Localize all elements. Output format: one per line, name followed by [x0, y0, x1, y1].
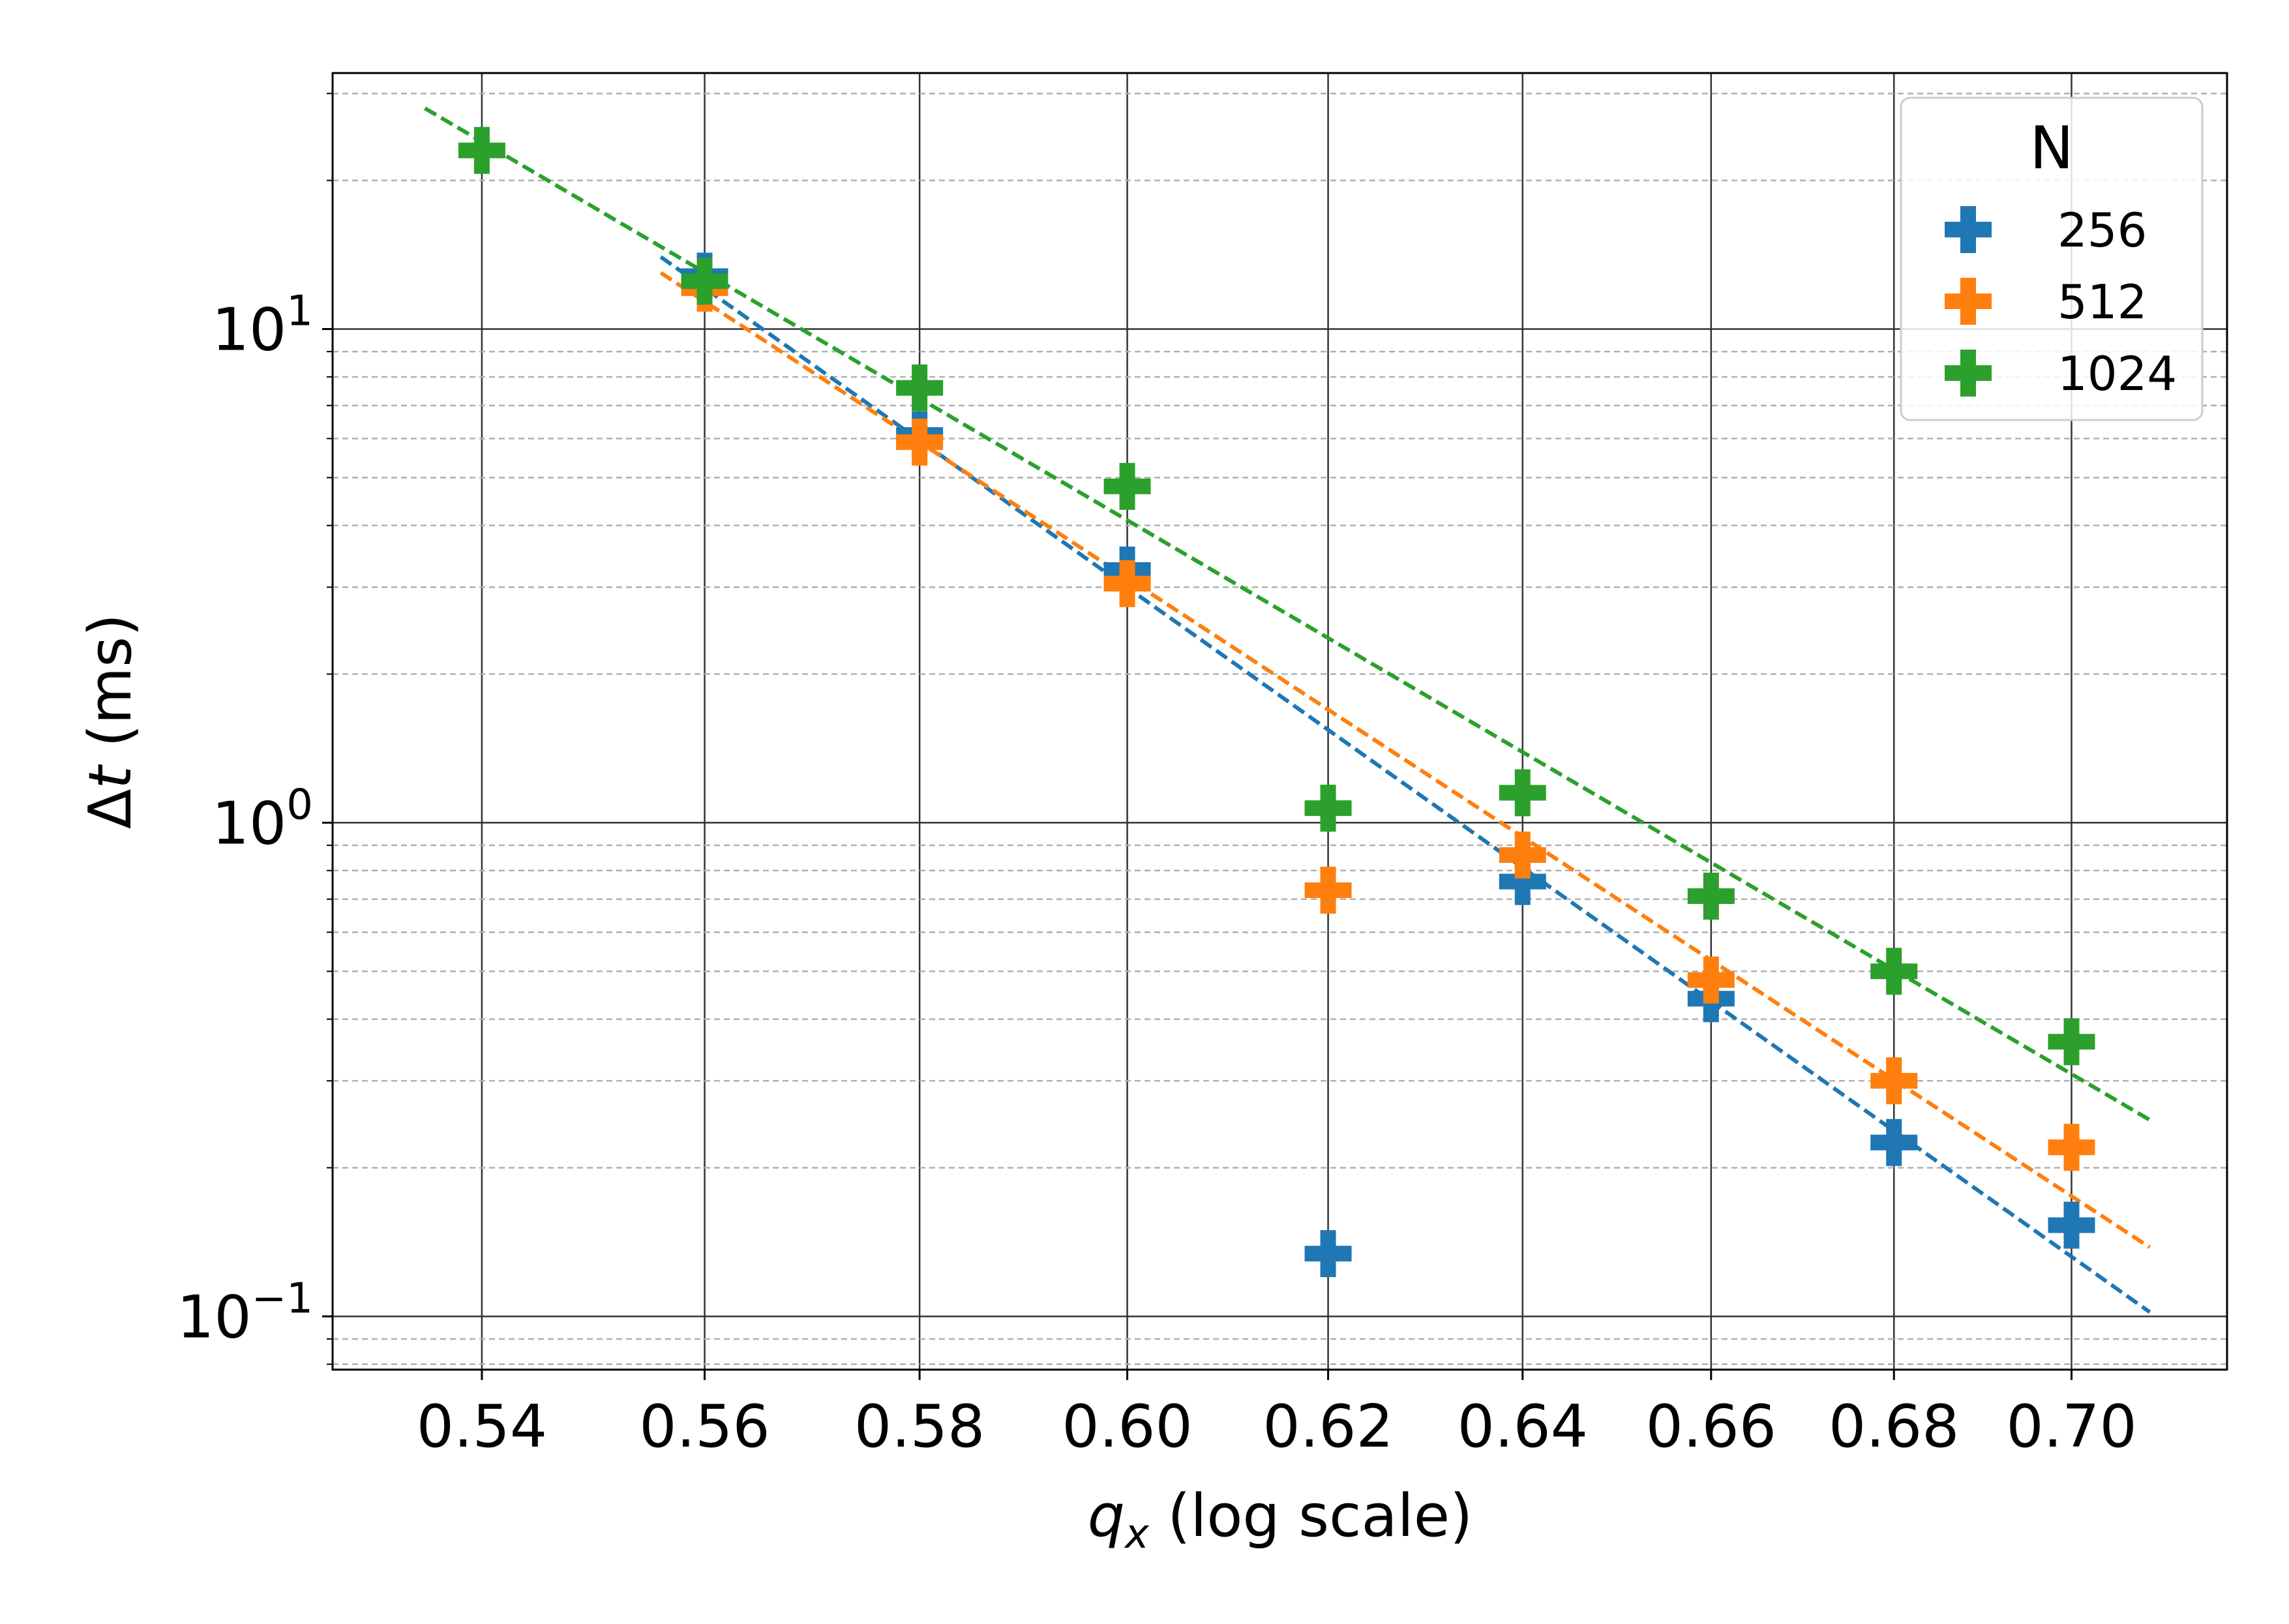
- data-point-512: [1687, 956, 1735, 1004]
- legend-marker: [1945, 350, 1992, 397]
- data-point-1024: [1870, 948, 1918, 995]
- legend-box: [1900, 97, 2204, 421]
- x-tick-label: 0.56: [639, 1392, 770, 1461]
- y-axis-title: Δt (ms): [76, 614, 145, 829]
- legend: N 256 512 1024: [1900, 97, 2204, 421]
- data-point-1024: [2048, 1018, 2095, 1066]
- data-point-1024: [1499, 769, 1546, 817]
- plot-frame: [331, 72, 2228, 1371]
- data-point-512: [896, 418, 944, 466]
- x-tick-label: 0.58: [854, 1392, 985, 1461]
- legend-item-256: 256: [1945, 203, 2147, 258]
- data-point-512: [2048, 1124, 2095, 1171]
- data-point-256: [2048, 1201, 2095, 1249]
- x-tick-label: 0.60: [1062, 1392, 1192, 1461]
- legend-label: 512: [2057, 275, 2147, 329]
- legend-title: N: [2029, 114, 2073, 183]
- y-tick-label: 101: [212, 287, 313, 364]
- data-point-512: [1870, 1057, 1918, 1105]
- legend-marker: [1945, 278, 1992, 325]
- data-points: [458, 127, 2095, 1278]
- data-point-1024: [896, 364, 944, 412]
- y-ticks: 101 100 10−1: [177, 93, 333, 1365]
- data-point-512: [1499, 831, 1546, 879]
- legend-item-1024: 1024: [1945, 346, 2177, 401]
- legend-item-512: 512: [1945, 275, 2147, 329]
- legend-label: 1024: [2057, 346, 2177, 401]
- data-point-256: [1499, 858, 1546, 905]
- data-point-512: [1103, 560, 1151, 607]
- y-tick-label: 10−1: [177, 1274, 313, 1351]
- data-point-256: [1304, 1230, 1352, 1278]
- y-tick-label: 100: [212, 781, 313, 858]
- x-tick-label: 0.70: [2006, 1392, 2136, 1461]
- legend-marker: [1945, 206, 1992, 253]
- x-tick-label: 0.62: [1263, 1392, 1393, 1461]
- data-point-1024: [681, 258, 728, 305]
- data-point-1024: [1103, 462, 1151, 510]
- legend-label: 256: [2057, 203, 2147, 258]
- data-point-1024: [458, 127, 505, 174]
- data-point-1024: [1304, 785, 1352, 832]
- x-tick-label: 0.66: [1646, 1392, 1776, 1461]
- x-tick-label: 0.54: [417, 1392, 547, 1461]
- data-point-1024: [1687, 872, 1735, 920]
- data-point-256: [1870, 1119, 1918, 1166]
- x-tick-label: 0.64: [1458, 1392, 1588, 1461]
- x-axis-title: qx (log scale): [1088, 1482, 1473, 1557]
- x-ticks: 0.54 0.56 0.58 0.60 0.62 0.64 0.66 0.68 0.70: [417, 1370, 2137, 1461]
- x-tick-label: 0.68: [1829, 1392, 1959, 1461]
- data-point-512: [1304, 866, 1352, 914]
